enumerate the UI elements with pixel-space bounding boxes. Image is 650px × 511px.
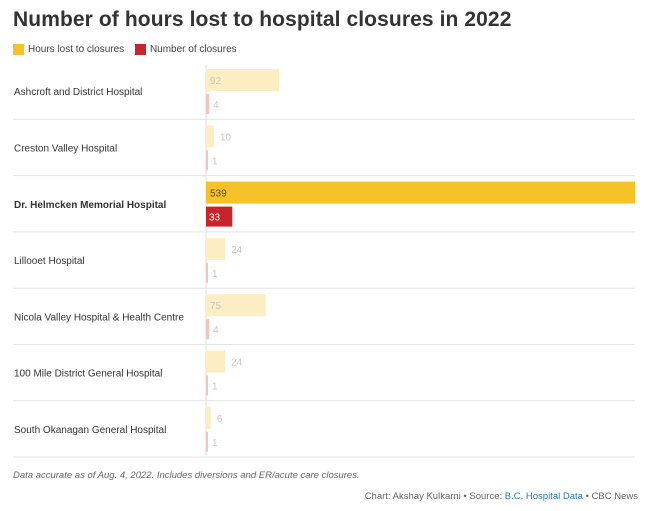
category-label: Lillooet Hospital: [14, 256, 85, 267]
data-label-closures: 4: [213, 100, 219, 111]
bar-hours: [206, 237, 226, 260]
chart-note: Data accurate as of Aug. 4, 2022. Includ…: [13, 470, 360, 481]
bar-closures: [206, 206, 233, 227]
bar-closures: [206, 375, 208, 396]
category-label: Dr. Helmcken Memorial Hospital: [14, 200, 166, 211]
category-label: 100 Mile District General Hospital: [14, 369, 162, 380]
chart-credit: Chart: Akshay Kulkarni • Source: B.C. Ho…: [365, 491, 638, 502]
bar-hours: [206, 294, 266, 317]
data-label-closures: 1: [212, 269, 218, 280]
bar-hours: [206, 406, 211, 429]
bar-hours: [206, 69, 280, 91]
category-label: Ashcroft and District Hospital: [14, 87, 142, 98]
data-label-closures: 1: [212, 382, 218, 393]
data-label-closures: 1: [212, 438, 218, 449]
legend-swatch-hours: [13, 44, 24, 55]
category-label: South Okanagan General Hospital: [14, 425, 166, 436]
data-label-hours: 10: [220, 132, 232, 143]
legend-label-closures: Number of closures: [149, 44, 237, 55]
credit-suffix: • CBC News: [582, 491, 638, 502]
bar-closures: [206, 150, 208, 171]
bar-closures: [206, 319, 210, 340]
data-label-hours: 6: [217, 414, 223, 425]
data-label-hours: 24: [231, 358, 243, 369]
legend: Hours lost to closures Number of closure…: [13, 44, 245, 58]
bar-chart: Ashcroft and District Hospital 92 4 Creston…: [13, 65, 635, 458]
bar-hours: [206, 350, 226, 373]
bar-closures: [206, 262, 208, 283]
legend-item-hours: Hours lost to closures: [13, 44, 124, 55]
data-label-hours: 24: [231, 245, 243, 256]
data-label-closures: 1: [212, 156, 218, 167]
bar-closures: [206, 94, 210, 114]
legend-swatch-closures: [134, 44, 146, 55]
data-label-hours: 539: [210, 189, 227, 200]
credit-prefix: Chart: Akshay Kulkarni • Source:: [364, 491, 505, 502]
bar-hours: [206, 181, 635, 204]
source-link[interactable]: B.C. Hospital Data: [504, 491, 583, 502]
chart-title: Number of hours lost to hospital closure…: [13, 8, 512, 31]
category-label: Nicola Valley Hospital & Health Centre: [14, 312, 184, 323]
bar-closures: [206, 431, 208, 452]
data-label-closures: 33: [209, 213, 221, 224]
data-label-hours: 92: [210, 76, 222, 87]
legend-item-closures: Number of closures: [134, 44, 237, 55]
data-label-closures: 4: [213, 325, 219, 336]
bar-hours: [206, 125, 214, 148]
category-label: Creston Valley Hospital: [14, 143, 117, 154]
legend-label-hours: Hours lost to closures: [28, 44, 125, 55]
data-label-hours: 75: [210, 301, 222, 312]
